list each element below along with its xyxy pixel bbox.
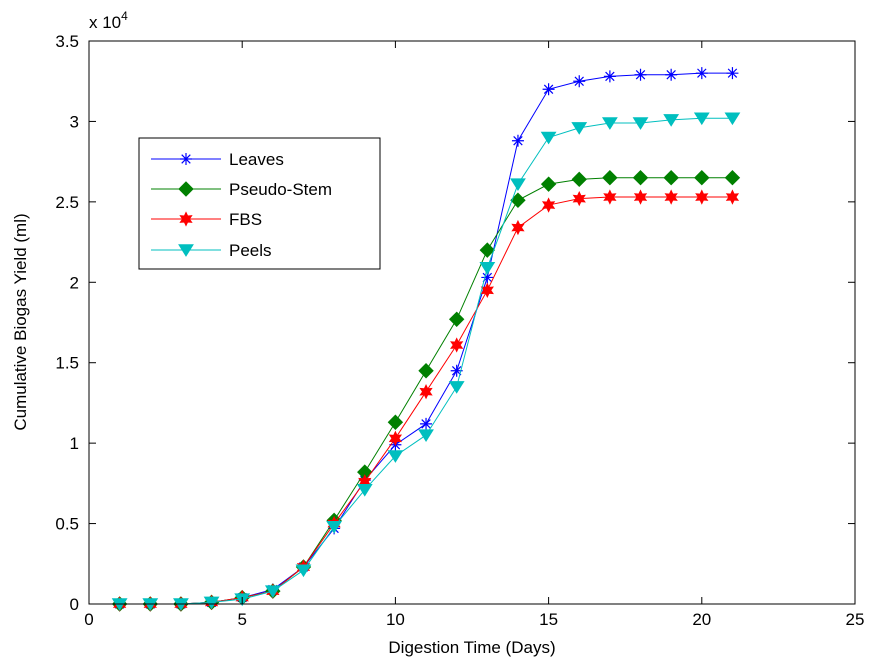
data-point [420, 417, 433, 430]
data-point [633, 189, 648, 205]
legend-marker [178, 244, 194, 257]
legend-items: Leaves Pseudo-Stem FBS Peels [151, 150, 332, 260]
data-point [480, 282, 494, 298]
data-point [664, 189, 678, 205]
y-multiplier-exponent: 4 [121, 9, 128, 23]
data-point [601, 117, 618, 130]
data-point [725, 189, 740, 205]
data-point [634, 68, 647, 81]
data-point [448, 311, 465, 327]
data-point [663, 114, 680, 127]
data-point [540, 131, 557, 145]
data-point [724, 112, 741, 126]
data-point [511, 219, 525, 236]
data-point [448, 381, 465, 394]
legend-label: Pseudo-Stem [229, 180, 332, 199]
x-axis-label: Digestion Time (Days) [388, 638, 555, 657]
legend-label: Peels [229, 241, 272, 260]
data-point [387, 414, 404, 430]
ticks-layer: 0 5 10 15 20 25 0 0.5 1 1.5 2 2.5 3 3.5 [55, 32, 864, 629]
y-tick-label: 1.5 [55, 354, 79, 373]
y-multiplier-label: x 104 [89, 9, 128, 32]
y-tick-label: 1 [70, 434, 79, 453]
data-point [542, 83, 555, 96]
x-tick-label: 25 [846, 610, 865, 629]
legend-marker [180, 153, 192, 165]
data-point [603, 70, 616, 83]
x-tick-label: 10 [386, 610, 405, 629]
data-point [418, 363, 434, 379]
legend-item-3: Peels [151, 241, 272, 260]
legend-marker [179, 211, 193, 227]
data-point [540, 176, 557, 192]
data-point [295, 564, 312, 578]
data-point [573, 75, 586, 88]
data-point [450, 337, 464, 353]
data-point [481, 271, 494, 284]
data-point [356, 484, 373, 497]
y-tick-label: 0.5 [55, 515, 79, 534]
data-point [724, 170, 741, 186]
data-point [695, 189, 709, 205]
x-tick-label: 20 [692, 610, 711, 629]
legend-item-1: Pseudo-Stem [151, 180, 332, 199]
y-multiplier-base: x 10 [89, 13, 121, 32]
legend: Leaves Pseudo-Stem FBS Peels [138, 137, 381, 270]
data-point [510, 178, 526, 192]
data-point [479, 262, 496, 275]
data-point [571, 171, 587, 188]
data-point [571, 122, 588, 135]
legend-label: Leaves [229, 150, 284, 169]
data-point [694, 170, 710, 186]
legend-item-0: Leaves [151, 150, 284, 169]
data-point [632, 170, 649, 186]
x-tick-label: 5 [237, 610, 246, 629]
legend-box [138, 137, 381, 270]
y-tick-label: 2.5 [55, 193, 79, 212]
data-point [418, 429, 434, 442]
legend-marker [178, 181, 194, 197]
data-point [511, 134, 524, 147]
data-point [572, 190, 586, 207]
data-point [541, 197, 556, 213]
data-point [695, 67, 708, 80]
x-tick-label: 0 [84, 610, 93, 629]
y-tick-label: 2 [70, 273, 79, 292]
y-axis-label: Cumulative Biogas Yield (ml) [11, 213, 30, 430]
data-point [326, 521, 343, 534]
y-tick-label: 3 [70, 112, 79, 131]
data-point [387, 450, 404, 463]
data-point [663, 170, 679, 186]
data-point [665, 68, 678, 81]
legend-item-2: FBS [151, 210, 262, 229]
x-tick-label: 15 [539, 610, 558, 629]
axes-frame [88, 40, 856, 605]
data-point [264, 585, 281, 599]
data-point [479, 242, 496, 258]
data-point [419, 384, 433, 400]
y-tick-label: 0 [70, 595, 79, 614]
data-point [388, 430, 403, 446]
legend-label: FBS [229, 210, 262, 229]
data-point [632, 117, 649, 130]
y-tick-label: 3.5 [55, 32, 79, 51]
data-point [693, 112, 710, 126]
data-point [726, 67, 739, 80]
data-point [603, 189, 617, 205]
data-point [602, 170, 618, 186]
data-point [203, 596, 220, 610]
data-point [450, 364, 463, 377]
plot-area [89, 41, 855, 604]
